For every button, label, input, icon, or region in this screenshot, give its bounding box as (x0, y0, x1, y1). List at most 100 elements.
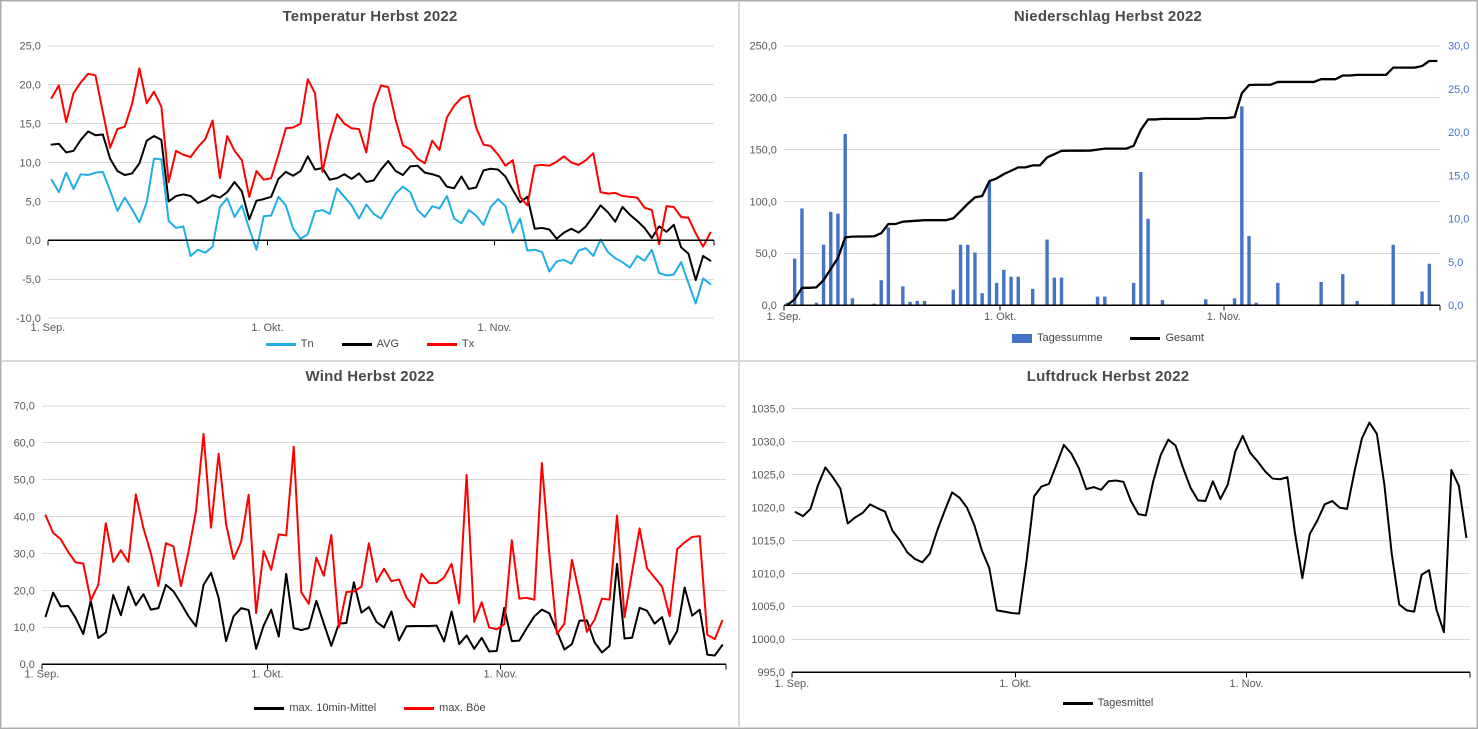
temperatur-plot-canvas: -10,0 -5,0 0,0 5,0 10,0 15,0 20,0 25,0 1. Sep. 1.… (16, 41, 715, 334)
bar-tagessumme (1052, 277, 1057, 306)
legend-swatch-line (404, 706, 435, 710)
series-gesamt (786, 59, 1438, 307)
y-tick-label: 15,0 (20, 118, 41, 130)
luftdruck-title: Luftdruck Herbst 2022 (1026, 368, 1190, 385)
y-tick-label: 1010,0 (751, 568, 785, 580)
x-tick-label: 1. Nov. (484, 668, 518, 680)
bar-tagessumme (901, 286, 905, 306)
y-tick-label: -5,0 (22, 274, 41, 286)
series-avg (50, 130, 712, 282)
legend-item-avg: AVG (341, 338, 400, 350)
legend-swatch-line (254, 706, 285, 710)
y-tick-label: 25,0 (20, 41, 41, 53)
y-tick-label: 60,0 (14, 438, 35, 450)
bar-tagessumme (1276, 282, 1280, 306)
bar-tagessumme (829, 211, 833, 306)
y-tick-label: 10,0 (14, 622, 35, 634)
bar-tagessumme (966, 244, 970, 306)
bar-tagessumme (1420, 291, 1424, 306)
series-max-b-e (44, 432, 724, 641)
y-tick-label: 1025,0 (751, 469, 785, 481)
y-right-tick-label: 25,0 (1448, 84, 1469, 96)
bar-tagessumme (994, 282, 999, 306)
chart-panel-temperatur: Temperatur Herbst 2022 -10,0 -5,0 0,0 5,0 10… (1, 1, 739, 361)
bar-tagessumme (850, 298, 855, 306)
legend-swatch-line (427, 342, 458, 346)
x-tick-label: 1. Sep. (774, 678, 809, 690)
y-tick-label: 1015,0 (751, 535, 785, 547)
bar-tagessumme (1240, 106, 1244, 306)
legend-label: max. Böe (439, 702, 486, 714)
legend-swatch-line (265, 342, 296, 346)
bar-tagessumme (958, 244, 963, 306)
bar-tagessumme (1232, 298, 1237, 306)
bar-tagessumme (886, 227, 891, 306)
bar-tagessumme (1391, 244, 1395, 306)
bar-tagessumme (814, 302, 818, 306)
legend-label: max. 10min-Mittel (289, 702, 377, 714)
bar-tagessumme (1254, 302, 1258, 306)
legend-label: AVG (376, 338, 400, 350)
legend-item-tx: Tx (427, 338, 474, 350)
legend-item-tn: Tn (265, 338, 314, 350)
bar-tagessumme (1031, 288, 1035, 306)
y-tick-label: 20,0 (20, 80, 41, 92)
bar-tagessumme (922, 300, 927, 306)
bar-tagessumme (1341, 274, 1345, 306)
chart-panel-luftdruck: Luftdruck Herbst 2022 995,0 1000,0 1005,0 1… (739, 361, 1477, 728)
y-tick-label: 70,0 (14, 401, 35, 413)
bar-tagessumme (908, 301, 912, 306)
legend-label: Tagesmittel (1097, 697, 1154, 709)
bar-tagessumme (1146, 218, 1150, 306)
bar-tagessumme (1427, 263, 1432, 306)
legend-item-tagesmittel: Tagesmittel (1062, 697, 1154, 709)
bar-tagessumme (1002, 269, 1006, 306)
wind-title: Wind Herbst 2022 (305, 368, 435, 385)
y-tick-label: 1000,0 (751, 634, 785, 646)
y-tick-label: 100,0 (749, 196, 776, 208)
bar-tagessumme (1139, 172, 1143, 306)
bar-tagessumme (1247, 236, 1251, 306)
y-tick-label: 1030,0 (751, 437, 785, 449)
bar-tagessumme (1095, 296, 1100, 306)
wind-legend: max. 10min-Mittel max. Böe (2, 702, 738, 714)
bar-tagessumme (1009, 276, 1013, 306)
bar-tagessumme (980, 293, 984, 306)
legend-item-max-10min-mittel: max. 10min-Mittel (254, 702, 376, 714)
legend-label: Gesamt (1165, 332, 1204, 344)
x-tick-label: 1. Sep. (767, 311, 802, 323)
bar-tagessumme (1319, 281, 1323, 306)
bar-tagessumme (879, 280, 883, 306)
bar-tagessumme (872, 303, 876, 306)
series-max-10min-mittel (44, 562, 724, 657)
legend-swatch-line (341, 342, 372, 346)
x-tick-label: 1. Okt. (999, 678, 1031, 690)
legend-swatch-bar (1012, 333, 1033, 343)
y-tick-label: 50,0 (756, 248, 777, 260)
y-right-tick-label: 5,0 (1448, 257, 1463, 269)
series-tagesmittel (794, 421, 1468, 634)
chart-panel-niederschlag: Niederschlag Herbst 2022 0,0 50,0 100,0 150… (739, 1, 1477, 361)
niederschlag-plot-canvas: 0,0 50,0 100,0 150,0 200,0 250,0 0,0 5,0 10,0 15,… (749, 41, 1469, 324)
legend-item-gesamt: Gesamt (1130, 332, 1204, 344)
y-tick-label: 1005,0 (751, 601, 785, 613)
bar-tagessumme (1160, 300, 1165, 306)
bar-tagessumme (951, 289, 956, 306)
bar-tagessumme (1103, 296, 1107, 306)
y-tick-label: 40,0 (14, 511, 35, 523)
niederschlag-title: Niederschlag Herbst 2022 (1013, 8, 1203, 25)
y-tick-label: 1020,0 (751, 502, 785, 514)
bar-tagessumme (1204, 299, 1208, 306)
x-tick-label: 1. Sep. (31, 322, 66, 334)
bar-tagessumme (915, 300, 920, 306)
y-tick-label: 0,0 (26, 235, 41, 247)
y-tick-label: 150,0 (749, 144, 776, 156)
x-tick-label: 1. Sep. (25, 668, 60, 680)
bar-tagessumme (792, 258, 797, 306)
y-tick-label: 1035,0 (751, 404, 785, 416)
bar-tagessumme (973, 252, 977, 306)
chart-panel-wind: Wind Herbst 2022 0,0 10,0 20,0 30,0 40,0 50,0… (1, 361, 739, 728)
bar-tagessumme (800, 208, 804, 306)
y-tick-label: 10,0 (20, 157, 41, 169)
